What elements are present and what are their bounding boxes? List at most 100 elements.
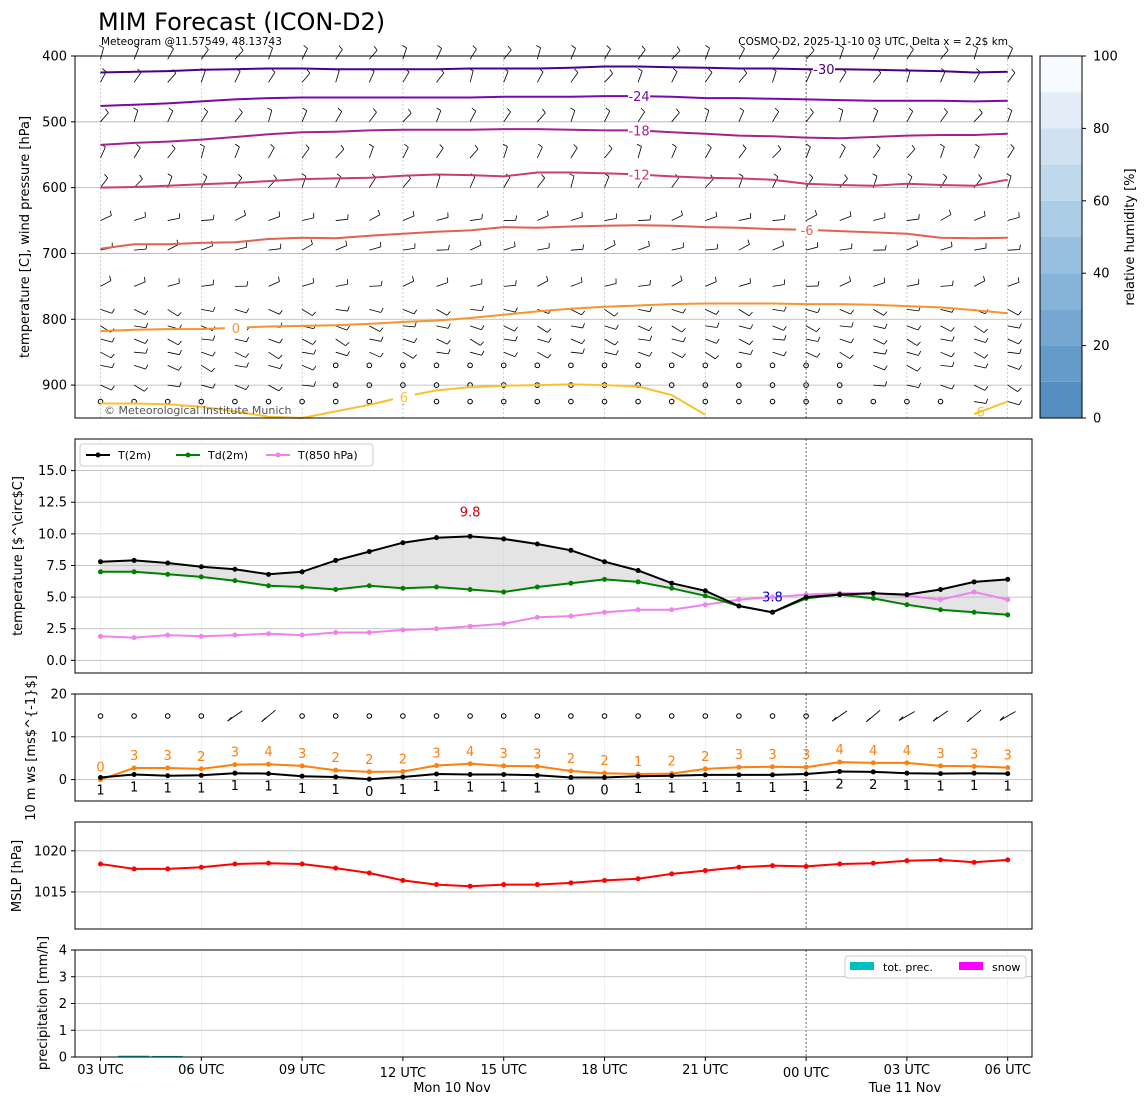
calm-wind-marker [500, 362, 507, 369]
wind-barb-flag [636, 143, 642, 147]
wind-barb-flag [907, 173, 913, 178]
series-point [803, 771, 809, 777]
wind-barb-flag [372, 108, 377, 113]
wind-barb-flag [615, 324, 619, 330]
series-point [669, 607, 675, 613]
wind-barb-staff [940, 111, 948, 123]
wind-barb-staff [1007, 281, 1020, 287]
wind-barb-staff [570, 147, 578, 159]
wind-barb-staff [999, 711, 1016, 721]
wind-barb-staff [469, 148, 479, 159]
series-point [266, 583, 271, 589]
wind-barb-flag [649, 214, 652, 220]
legend-t2m-marker [95, 452, 101, 458]
wind-barb-flag [951, 384, 955, 390]
wind-barb-flag [373, 46, 378, 51]
y-tick-label: 0 [59, 773, 67, 788]
wind-barb-flag [278, 276, 280, 282]
isotherm-line [100, 95, 1008, 107]
wind-barb-staff [470, 283, 482, 287]
chart-title: MIM Forecast (ICON-D2) [98, 8, 385, 36]
calm-wind-marker [366, 398, 373, 405]
wind-barb-staff [973, 325, 985, 333]
wind-barb-staff [436, 351, 449, 355]
gust-label: 3 [231, 746, 239, 761]
series-point [165, 773, 171, 779]
wind-barb-staff [133, 216, 146, 221]
speed-label: 1 [768, 781, 776, 796]
wind-barb-flag [238, 173, 243, 179]
wind-barb-flag [682, 353, 686, 358]
gust-label: 3 [1004, 749, 1012, 764]
wind-barb-flag [306, 68, 311, 74]
wind-barb-flag [649, 351, 653, 357]
wind-barb-flag [1019, 348, 1022, 354]
wind-barb-staff [167, 338, 179, 346]
series-point [266, 860, 271, 866]
wind-barb-staff [133, 309, 146, 316]
wind-barb-flag [246, 281, 249, 287]
pressure-gridlines [75, 822, 1032, 929]
wind-barb-staff [805, 351, 818, 358]
legend-prec-swatch [850, 962, 874, 970]
series-point [366, 769, 372, 775]
series-point [198, 772, 204, 778]
wind-barb-staff [738, 309, 750, 317]
wind-barb-flag [379, 327, 384, 332]
wind-barb-staff [436, 110, 442, 122]
wind-barb-flag [883, 277, 886, 283]
wind-barb-flag [1017, 310, 1022, 316]
pressure-series [98, 857, 1011, 889]
wind-barb-staff [906, 176, 913, 188]
wind-barb-staff [974, 247, 986, 251]
extreme-label: 3.8 [762, 590, 783, 605]
wind-barb-staff [872, 48, 879, 60]
wind-barb-staff [201, 309, 214, 312]
wind-barb-flag [346, 325, 350, 331]
day-label-mon: Mon 10 Nov [413, 1081, 491, 1096]
wind-barb-staff [906, 70, 911, 83]
pressure-frame [74, 821, 1033, 930]
precipitation-y-ticks: 0 1 2 3 4 [59, 944, 75, 1066]
wind-barb-flag [541, 174, 545, 179]
wind-barb-staff [973, 112, 983, 123]
wind-barb-staff [469, 176, 476, 188]
wind-barb-staff [940, 351, 952, 358]
wind-barb-staff [705, 281, 717, 287]
gust-label: 4 [264, 745, 272, 760]
calm-wind-marker [568, 362, 574, 369]
wind-barb-staff [772, 325, 784, 331]
y-tick-label: 10.0 [38, 527, 67, 542]
wind-barb-staff [100, 384, 112, 391]
wind-barb-flag [866, 717, 871, 723]
isotherm-label-bg [628, 122, 651, 138]
series-point [938, 763, 943, 769]
wind-barb-flag [640, 107, 645, 113]
series-point [366, 776, 372, 782]
temperature-y-ticks: 0.0 2.5 5.0 7.5 10.0 12.5 15.0 [38, 464, 75, 669]
series-point [770, 764, 775, 770]
colorbar-block [1040, 273, 1082, 310]
series-point [266, 771, 271, 777]
series-point [434, 626, 439, 632]
wind-barb-flag [211, 367, 216, 372]
series-point [971, 770, 977, 776]
colorbar-tick-label: 20 [1093, 339, 1110, 354]
wind-barb-flag [916, 341, 921, 346]
wind-barb-staff [301, 110, 308, 122]
wind-barb-staff [268, 384, 280, 392]
wind-barb-flag [637, 68, 643, 72]
calm-wind-marker [736, 362, 742, 369]
series-point [165, 765, 171, 771]
wind-barb-flag [738, 173, 744, 177]
calm-wind-marker [668, 362, 675, 369]
calm-wind-marker [534, 362, 541, 369]
series-point [400, 540, 406, 546]
wind-barb-staff [805, 146, 811, 159]
series-point [333, 865, 339, 871]
wind-barb-flag [809, 173, 814, 178]
wind-barb-staff [469, 70, 474, 83]
y-tick-label: 12.5 [38, 496, 67, 511]
colorbar-tick-label: 100 [1093, 50, 1118, 65]
wind-barb-staff [537, 351, 548, 359]
